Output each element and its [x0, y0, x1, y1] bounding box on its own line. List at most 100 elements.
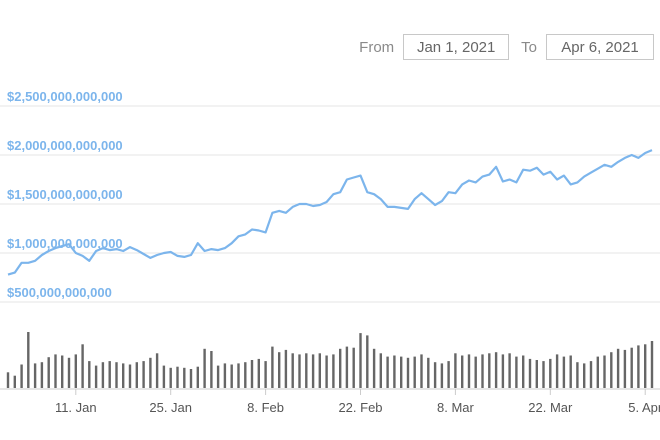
- volume-bar: [162, 365, 166, 388]
- volume-bar: [94, 365, 98, 388]
- date-range-selector: From To: [359, 34, 654, 60]
- volume-bar: [542, 361, 545, 388]
- x-tick-label: 11. Jan: [55, 400, 97, 415]
- volume-bar: [332, 354, 335, 388]
- volume-bar: [264, 361, 267, 388]
- volume-bar: [271, 346, 274, 388]
- volume-bar: [305, 353, 308, 388]
- volume-bar: [81, 344, 84, 388]
- volume-bar: [549, 358, 552, 388]
- volume-bar: [216, 365, 220, 388]
- volume-bar: [386, 356, 389, 388]
- volume-bar: [155, 353, 159, 388]
- volume-bar: [244, 362, 247, 388]
- volume-bar: [366, 335, 369, 388]
- volume-bar: [169, 367, 172, 388]
- volume-series: [6, 332, 654, 388]
- y-tick-label: $500,000,000,000: [7, 285, 112, 300]
- y-axis-labels: $500,000,000,000 $1,000,000,000,000 $1,500…: [7, 89, 123, 300]
- volume-bar: [115, 362, 118, 388]
- volume-bar: [576, 362, 579, 388]
- y-tick-label: $1,000,000,000,000: [7, 236, 123, 251]
- x-tick-label: 5. Apr: [628, 400, 660, 415]
- volume-bar: [467, 354, 471, 388]
- volume-bar: [61, 355, 64, 388]
- volume-bar: [372, 348, 376, 388]
- volume-bar: [237, 363, 240, 388]
- volume-bar: [325, 355, 328, 388]
- volume-bar: [454, 353, 457, 388]
- volume-bar: [210, 351, 213, 388]
- grid-lines: [0, 105, 660, 303]
- volume-bar: [108, 361, 111, 388]
- volume-bar: [508, 353, 511, 388]
- volume-bar: [616, 348, 620, 388]
- volume-bar: [189, 369, 193, 388]
- from-date-input[interactable]: [403, 34, 510, 60]
- volume-bar: [101, 362, 105, 388]
- volume-bar: [650, 341, 654, 388]
- volume-bar: [501, 354, 505, 388]
- volume-bar: [555, 354, 559, 388]
- volume-bar: [440, 363, 444, 388]
- volume-bar: [481, 354, 484, 388]
- volume-bar: [257, 358, 260, 388]
- volume-bar: [311, 354, 315, 388]
- volume-bar: [630, 347, 633, 388]
- volume-bar: [298, 354, 301, 388]
- volume-bar: [610, 352, 613, 388]
- volume-bar: [406, 357, 410, 388]
- volume-bar: [433, 362, 437, 388]
- market-cap-series: [7, 149, 653, 276]
- volume-bar: [515, 356, 518, 388]
- volume-bar: [27, 332, 30, 388]
- volume-bar: [20, 364, 23, 388]
- volume-bar: [474, 356, 477, 388]
- volume-bar: [522, 355, 525, 388]
- volume-bar: [583, 363, 586, 388]
- x-axis: 11. Jan 25. Jan 8. Feb 22. Feb 8. Mar 22. Mar…: [0, 388, 660, 415]
- volume-bar: [562, 356, 566, 388]
- volume-bar: [33, 363, 37, 388]
- y-tick-label: $2,000,000,000,000: [7, 138, 123, 153]
- volume-bar: [13, 375, 16, 388]
- y-tick-label: $1,500,000,000,000: [7, 187, 123, 202]
- volume-bar: [278, 352, 281, 388]
- volume-bar: [400, 356, 403, 388]
- x-tick-label: 25. Jan: [149, 400, 192, 415]
- x-tick-label: 22. Mar: [528, 400, 573, 415]
- volume-bar: [149, 357, 152, 388]
- volume-bar: [589, 361, 593, 388]
- volume-bar: [203, 348, 206, 388]
- volume-bar: [135, 362, 138, 388]
- volume-bar: [176, 366, 179, 388]
- volume-bar: [461, 355, 464, 388]
- x-tick-label: 22. Feb: [338, 400, 382, 415]
- volume-bar: [339, 348, 342, 388]
- volume-bar: [196, 366, 199, 388]
- volume-bar: [379, 353, 382, 388]
- volume-bar: [183, 367, 186, 388]
- volume-bar: [494, 352, 498, 388]
- volume-bar: [427, 357, 430, 388]
- from-label: From: [359, 38, 395, 56]
- x-tick-label: 8. Feb: [247, 400, 284, 415]
- volume-bar: [603, 355, 606, 388]
- volume-bar: [128, 364, 132, 388]
- volume-bar: [291, 353, 294, 388]
- to-date-input[interactable]: [546, 34, 654, 60]
- volume-bar: [284, 349, 288, 388]
- volume-bar: [54, 354, 57, 388]
- volume-bar: [488, 353, 491, 388]
- to-label: To: [521, 38, 537, 56]
- volume-bar: [142, 361, 145, 388]
- volume-bar: [413, 356, 416, 388]
- volume-bar: [528, 358, 532, 388]
- volume-bar: [250, 360, 254, 388]
- volume-bar: [318, 353, 321, 388]
- volume-bar: [596, 356, 599, 388]
- x-tick-label: 8. Mar: [437, 400, 475, 415]
- volume-bar: [6, 372, 10, 388]
- volume-bar: [67, 357, 71, 388]
